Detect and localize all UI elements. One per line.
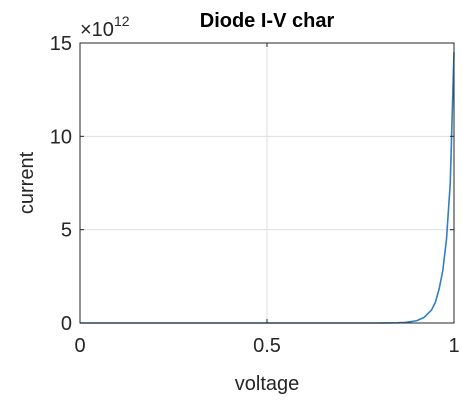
y-axis-label: current [16, 151, 38, 214]
x-tick-label: 1 [448, 335, 459, 357]
grid-lines [80, 43, 454, 323]
y-axis-multiplier-base: ×10 [80, 19, 114, 41]
chart-title: Diode I-V char [200, 10, 335, 32]
y-axis-multiplier-exponent: 12 [114, 13, 130, 29]
x-tick-label: 0 [74, 335, 85, 357]
x-axis-label: voltage [235, 373, 300, 395]
y-tick-label: 15 [50, 33, 72, 55]
y-tick-label: 10 [50, 126, 72, 148]
y-tick-label: 5 [61, 220, 72, 242]
tick-marks [79, 42, 455, 324]
y-axis-multiplier: ×1012 [80, 13, 130, 41]
y-tick-label: 0 [61, 313, 72, 335]
x-tick-label: 0.5 [253, 335, 281, 357]
